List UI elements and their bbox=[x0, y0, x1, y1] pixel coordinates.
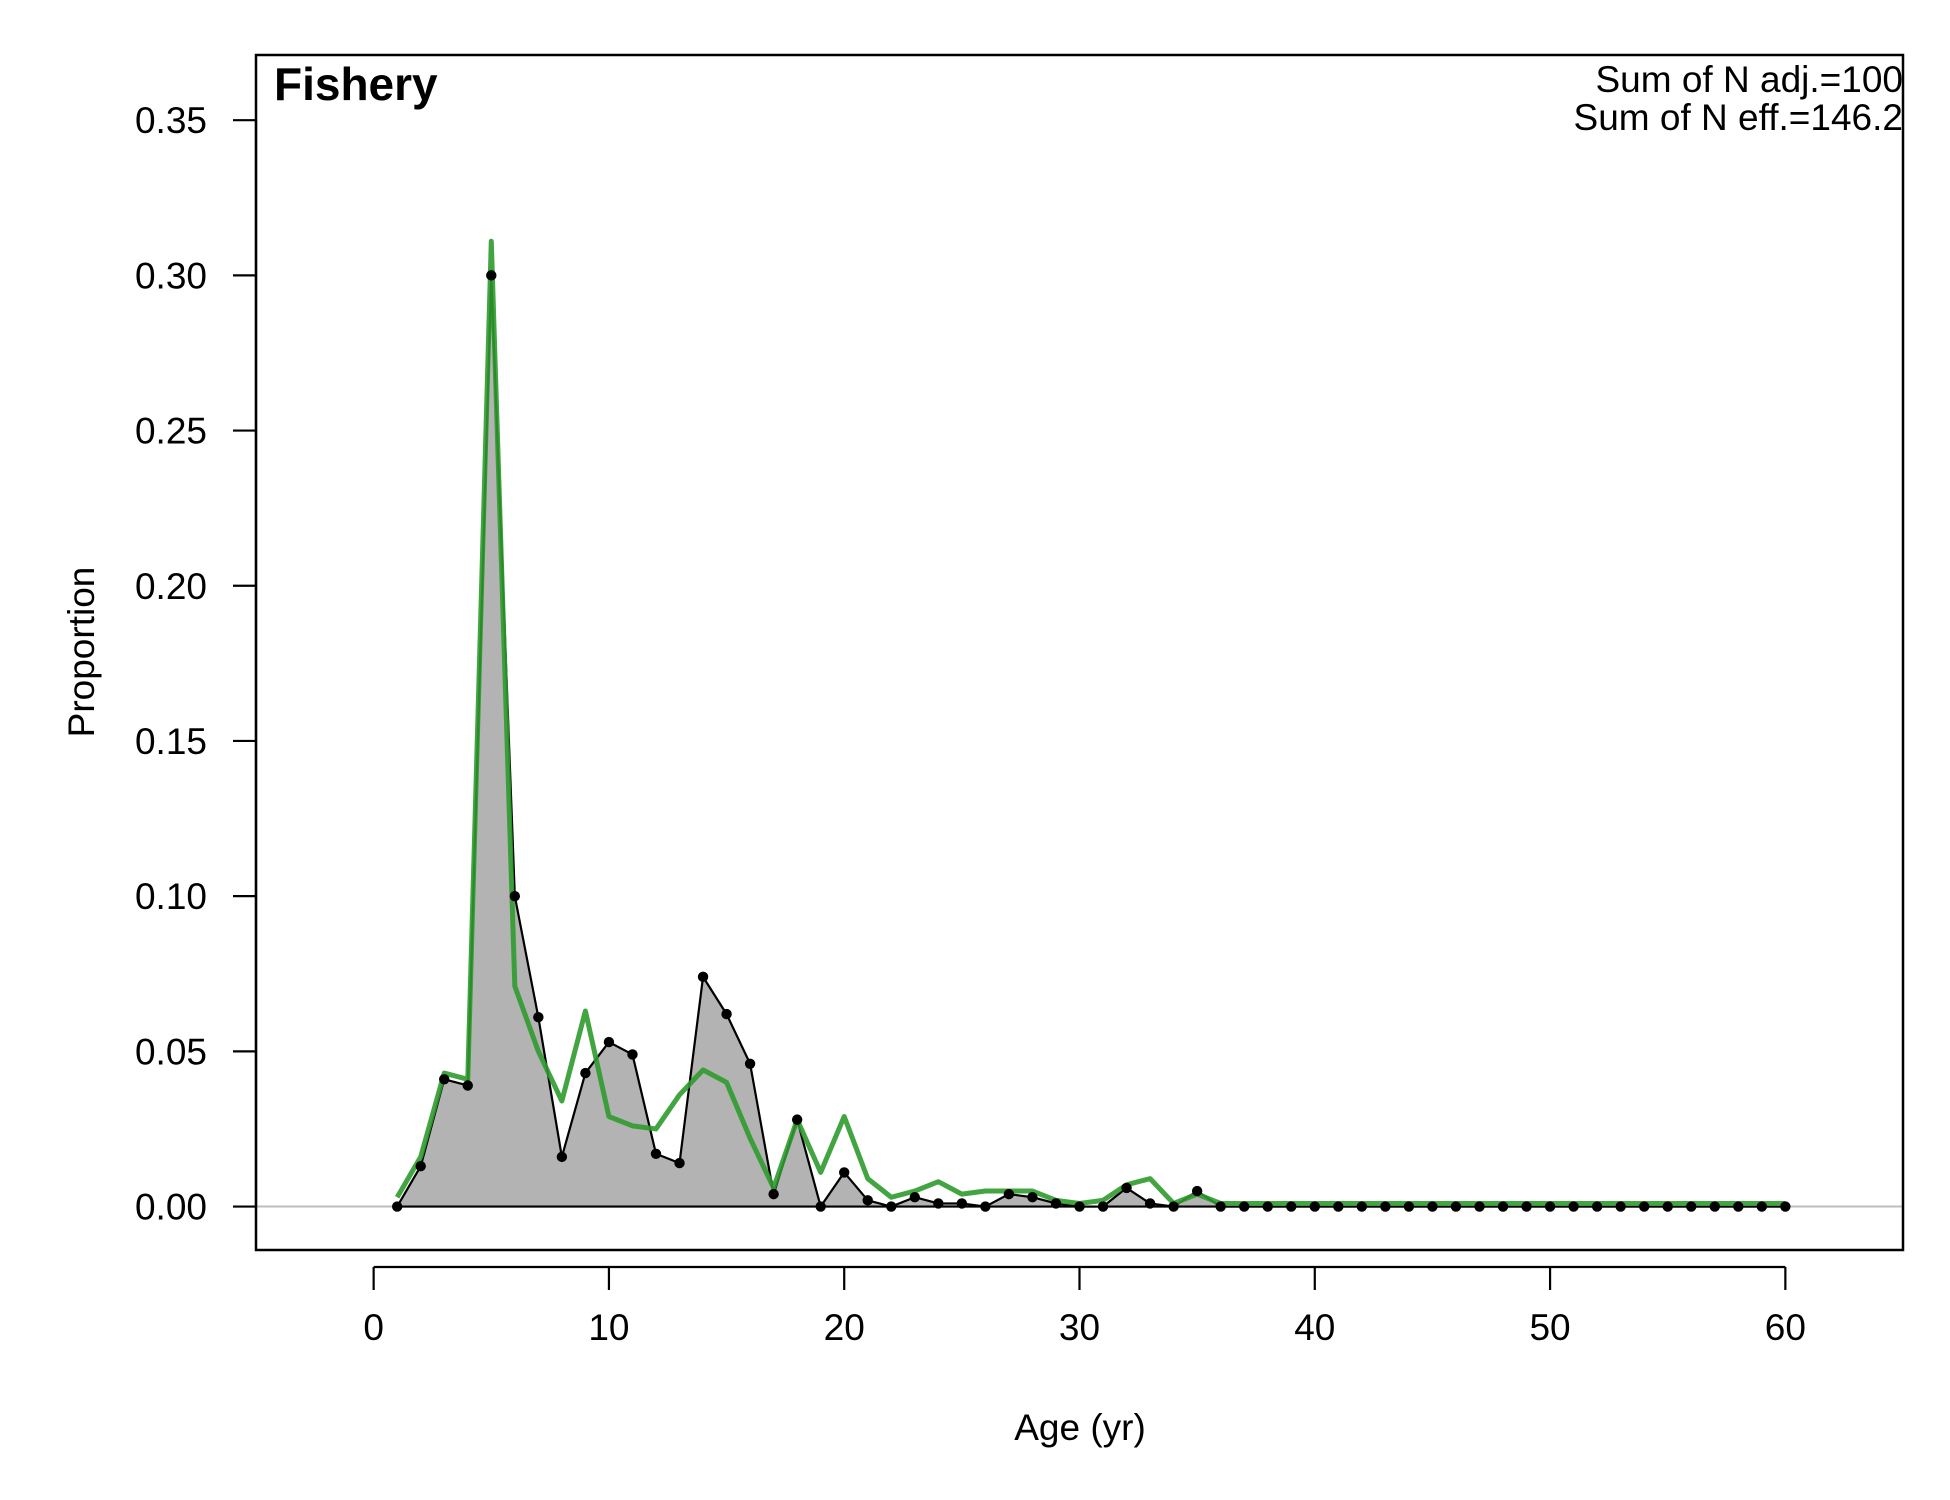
observed-point bbox=[627, 1049, 638, 1060]
x-tick-label: 10 bbox=[588, 1307, 629, 1348]
observed-point bbox=[1050, 1198, 1062, 1209]
observed-point bbox=[533, 1012, 544, 1023]
observed-point bbox=[1615, 1201, 1626, 1212]
observed-point bbox=[768, 1188, 779, 1200]
y-tick-label: 0.10 bbox=[135, 876, 207, 917]
observed-point bbox=[1027, 1192, 1038, 1203]
observed-point bbox=[1733, 1201, 1744, 1212]
observed-point bbox=[1168, 1201, 1179, 1212]
observed-point bbox=[1191, 1185, 1203, 1197]
observed-point bbox=[839, 1167, 850, 1178]
observed-point bbox=[674, 1157, 685, 1169]
observed-point bbox=[391, 1201, 403, 1212]
x-tick-label: 20 bbox=[824, 1307, 865, 1348]
observed-point bbox=[1356, 1201, 1368, 1212]
observed-point bbox=[744, 1058, 756, 1069]
observed-point bbox=[862, 1195, 873, 1206]
observed-point bbox=[1380, 1201, 1391, 1212]
observed-point bbox=[1144, 1198, 1156, 1209]
x-tick-label: 60 bbox=[1765, 1307, 1806, 1348]
observed-point bbox=[1003, 1188, 1015, 1200]
observed-point bbox=[791, 1114, 803, 1125]
x-axis-title: Age (yr) bbox=[1014, 1407, 1146, 1448]
observed-point bbox=[462, 1080, 473, 1091]
observed-point bbox=[1756, 1201, 1768, 1212]
observed-point bbox=[956, 1198, 968, 1209]
observed-point bbox=[415, 1160, 426, 1172]
observed-point bbox=[1239, 1201, 1250, 1212]
x-tick-label: 40 bbox=[1294, 1307, 1335, 1348]
plot-area bbox=[256, 238, 1903, 1212]
observed-point bbox=[650, 1148, 662, 1159]
axes: 0 10 20 30 40 50 60 0.00 0.05 0.10 0.15 0.20 0.25 0.3… bbox=[135, 53, 1905, 1348]
annotation-sum-n-adj: Sum of N adj.=100 bbox=[1596, 59, 1904, 100]
observed-point bbox=[1638, 1201, 1650, 1212]
observed-point bbox=[721, 1008, 732, 1020]
y-tick-label: 0.25 bbox=[135, 411, 207, 452]
observed-point bbox=[1074, 1201, 1085, 1212]
y-tick-label: 0.05 bbox=[135, 1031, 207, 1072]
x-tick-label: 0 bbox=[363, 1307, 384, 1348]
observed-point bbox=[486, 270, 497, 281]
x-tick-label: 50 bbox=[1529, 1307, 1570, 1348]
y-tick-label: 0.00 bbox=[135, 1187, 207, 1228]
observed-point bbox=[1521, 1201, 1532, 1212]
observed-point bbox=[509, 890, 521, 902]
observed-point bbox=[1097, 1201, 1109, 1212]
observed-area-fill bbox=[397, 275, 1786, 1207]
observed-point bbox=[909, 1192, 920, 1203]
x-tick-label: 30 bbox=[1059, 1307, 1100, 1348]
observed-point bbox=[980, 1201, 991, 1212]
observed-point bbox=[439, 1074, 450, 1085]
observed-point bbox=[1591, 1201, 1603, 1212]
observed-point bbox=[1780, 1201, 1791, 1212]
observed-point bbox=[1497, 1201, 1509, 1212]
observed-point bbox=[1568, 1201, 1579, 1212]
observed-point bbox=[933, 1198, 944, 1209]
observed-point bbox=[1215, 1201, 1226, 1212]
observed-point bbox=[1262, 1201, 1273, 1212]
annotation-sum-n-eff: Sum of N eff.=146.2 bbox=[1574, 97, 1903, 138]
observed-point bbox=[815, 1201, 826, 1212]
observed-point bbox=[1333, 1201, 1344, 1212]
observed-point bbox=[603, 1036, 615, 1048]
observed-point bbox=[1286, 1201, 1297, 1212]
observed-point bbox=[1121, 1182, 1132, 1194]
observed-point bbox=[1474, 1201, 1485, 1212]
observed-point bbox=[1686, 1201, 1697, 1212]
y-tick-label: 0.20 bbox=[135, 566, 207, 607]
chart-title: Fishery bbox=[274, 58, 438, 110]
observed-point bbox=[556, 1151, 568, 1163]
observed-point bbox=[1709, 1201, 1720, 1212]
observed-point bbox=[1309, 1201, 1320, 1212]
observed-point bbox=[697, 971, 709, 983]
observed-point bbox=[580, 1067, 591, 1079]
observed-point bbox=[1427, 1201, 1438, 1212]
observed-point bbox=[1403, 1201, 1415, 1212]
observed-point bbox=[1662, 1201, 1673, 1212]
y-axis-title: Proportion bbox=[61, 567, 102, 738]
y-tick-label: 0.15 bbox=[135, 721, 207, 762]
observed-point bbox=[886, 1201, 897, 1212]
observed-point bbox=[1450, 1201, 1462, 1212]
observed-point bbox=[1544, 1201, 1556, 1212]
y-tick-label: 0.30 bbox=[135, 255, 207, 296]
y-tick-label: 0.35 bbox=[135, 100, 207, 141]
